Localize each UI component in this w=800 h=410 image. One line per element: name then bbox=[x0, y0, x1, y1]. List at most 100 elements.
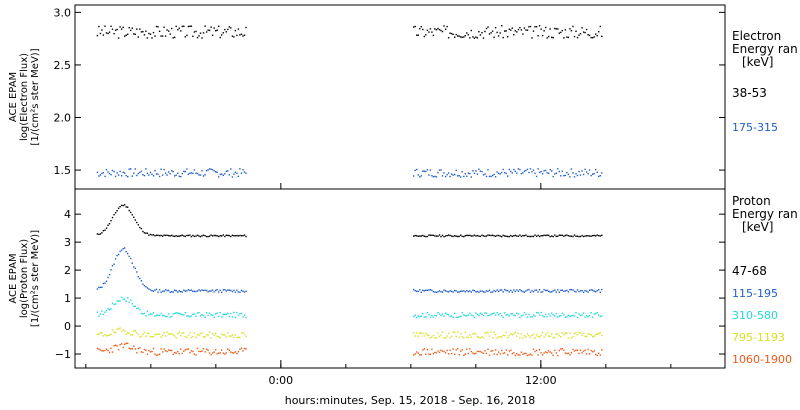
data-point bbox=[534, 26, 536, 28]
legend-item: 175-315 bbox=[732, 121, 778, 134]
data-point bbox=[102, 350, 105, 352]
data-point bbox=[560, 348, 562, 350]
data-point bbox=[125, 333, 127, 335]
data-point bbox=[219, 289, 221, 291]
data-point bbox=[479, 350, 482, 353]
data-point bbox=[581, 314, 583, 316]
data-point bbox=[598, 31, 600, 33]
data-point bbox=[461, 171, 463, 173]
data-point bbox=[157, 291, 159, 293]
data-point bbox=[504, 352, 506, 354]
data-point bbox=[475, 352, 477, 354]
data-point bbox=[522, 337, 524, 339]
data-point bbox=[525, 336, 527, 338]
data-point bbox=[242, 235, 244, 237]
data-point bbox=[242, 290, 244, 292]
data-point bbox=[535, 349, 538, 352]
data-point bbox=[425, 332, 427, 334]
data-point bbox=[435, 291, 438, 293]
data-point bbox=[541, 315, 544, 317]
data-point bbox=[222, 352, 224, 354]
data-point bbox=[134, 168, 136, 170]
data-point bbox=[490, 175, 492, 178]
data-point bbox=[513, 289, 515, 291]
data-point bbox=[452, 174, 454, 176]
data-point bbox=[114, 212, 117, 214]
data-point bbox=[145, 30, 147, 32]
data-point bbox=[419, 315, 421, 318]
data-point bbox=[520, 29, 523, 31]
x-axis-label: hours:minutes, Sep. 15, 2018 - Sep. 16, … bbox=[285, 394, 536, 407]
data-point bbox=[434, 235, 436, 237]
data-point bbox=[96, 34, 99, 37]
data-point bbox=[127, 252, 129, 255]
data-point bbox=[505, 172, 507, 175]
data-point bbox=[426, 169, 429, 171]
data-point bbox=[101, 172, 103, 175]
data-point bbox=[551, 352, 553, 354]
data-point bbox=[201, 170, 203, 172]
data-point bbox=[504, 335, 506, 337]
data-point bbox=[502, 234, 504, 237]
data-point bbox=[205, 312, 208, 314]
data-point bbox=[522, 33, 524, 35]
data-point bbox=[195, 315, 197, 318]
data-point bbox=[517, 168, 520, 170]
data-point bbox=[199, 174, 202, 176]
data-point bbox=[485, 312, 488, 314]
data-point bbox=[572, 348, 574, 351]
data-point bbox=[593, 290, 595, 292]
data-point bbox=[231, 352, 234, 354]
data-point bbox=[581, 27, 583, 29]
data-point bbox=[228, 289, 230, 291]
data-point bbox=[457, 35, 459, 37]
data-point bbox=[202, 175, 205, 177]
data-point bbox=[517, 28, 520, 31]
data-point bbox=[222, 234, 224, 236]
data-point bbox=[152, 290, 155, 292]
data-point bbox=[242, 316, 244, 318]
data-point bbox=[558, 291, 560, 293]
data-point bbox=[450, 235, 453, 237]
data-point bbox=[599, 175, 601, 177]
data-point bbox=[454, 331, 456, 334]
data-point bbox=[534, 315, 536, 317]
data-point bbox=[434, 351, 436, 354]
data-point bbox=[143, 232, 146, 234]
data-point bbox=[225, 313, 227, 316]
data-point bbox=[504, 30, 506, 32]
data-point bbox=[429, 234, 432, 236]
data-point bbox=[552, 175, 554, 178]
data-point bbox=[466, 348, 468, 350]
data-point bbox=[240, 172, 243, 174]
data-point bbox=[449, 175, 451, 178]
data-point bbox=[470, 291, 472, 293]
data-point bbox=[184, 349, 186, 351]
data-point bbox=[505, 331, 507, 334]
data-point bbox=[463, 235, 465, 238]
data-point bbox=[454, 36, 456, 38]
data-point bbox=[164, 172, 167, 174]
data-point bbox=[113, 170, 115, 173]
data-point bbox=[537, 291, 539, 293]
data-point bbox=[163, 26, 165, 28]
data-point bbox=[510, 234, 512, 237]
data-point bbox=[567, 291, 570, 293]
data-point bbox=[117, 349, 120, 351]
data-point bbox=[476, 173, 479, 175]
data-point bbox=[523, 352, 526, 355]
data-point bbox=[98, 233, 100, 236]
data-point bbox=[431, 348, 433, 350]
data-point bbox=[444, 290, 447, 292]
data-point bbox=[111, 28, 114, 30]
data-point bbox=[426, 235, 429, 238]
data-point bbox=[510, 170, 512, 173]
data-point bbox=[510, 313, 512, 315]
data-point bbox=[540, 352, 542, 354]
data-point bbox=[546, 234, 548, 236]
data-point bbox=[478, 336, 480, 338]
data-point bbox=[438, 313, 441, 315]
data-point bbox=[143, 348, 146, 351]
data-point bbox=[596, 35, 598, 37]
data-point bbox=[101, 232, 103, 234]
